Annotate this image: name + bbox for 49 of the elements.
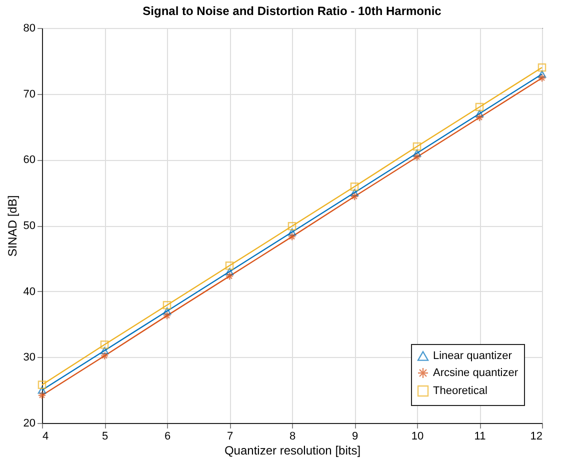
y-tick-label: 80 <box>23 22 36 34</box>
point <box>475 110 484 118</box>
point <box>288 232 296 241</box>
point <box>350 188 359 196</box>
x-axis-title: Quantizer resolution [bits] <box>224 444 361 458</box>
x-tick-label: 9 <box>352 430 358 442</box>
x-tick-label: 10 <box>411 430 424 442</box>
point <box>162 307 172 315</box>
point <box>100 346 109 354</box>
point <box>475 102 484 112</box>
x-tick-label: 5 <box>102 430 108 442</box>
point <box>288 228 296 236</box>
point <box>412 142 422 151</box>
point <box>412 149 422 157</box>
point <box>475 113 484 122</box>
y-tick-label: 30 <box>23 352 36 364</box>
point <box>350 182 359 191</box>
x-tick-label: 6 <box>164 430 171 442</box>
point <box>38 386 46 394</box>
x-tick-label: 7 <box>226 430 234 442</box>
point <box>162 312 172 320</box>
x-tick-label: 12 <box>530 430 542 442</box>
chart-title: Signal to Noise and Distortion Ratio - 10th Harmonic <box>142 4 442 18</box>
point <box>538 74 546 82</box>
point <box>38 391 46 400</box>
y-tick-label: 70 <box>23 88 36 100</box>
point <box>100 340 109 349</box>
y-tick-label: 60 <box>23 154 36 166</box>
point <box>225 268 234 276</box>
x-tick-label: 4 <box>42 430 49 442</box>
y-tick-label: 20 <box>23 418 36 430</box>
point <box>225 272 234 280</box>
point <box>538 63 546 72</box>
point <box>225 262 234 270</box>
y-tick-label: 40 <box>23 286 36 298</box>
legend-label: Arcsine quantizer <box>433 367 518 379</box>
point <box>38 380 46 389</box>
point <box>100 352 109 360</box>
point <box>412 152 422 162</box>
x-tick-label: 11 <box>474 430 486 442</box>
point <box>162 301 172 310</box>
point <box>350 192 359 201</box>
legend-label: Linear quantizer <box>433 350 512 362</box>
x-tick-label: 8 <box>289 430 296 442</box>
legend-label: Theoretical <box>433 385 488 397</box>
y-axis-title: SINAD [dB] <box>5 195 20 257</box>
point <box>538 70 546 78</box>
point <box>288 222 296 230</box>
y-tick-label: 50 <box>23 220 36 232</box>
